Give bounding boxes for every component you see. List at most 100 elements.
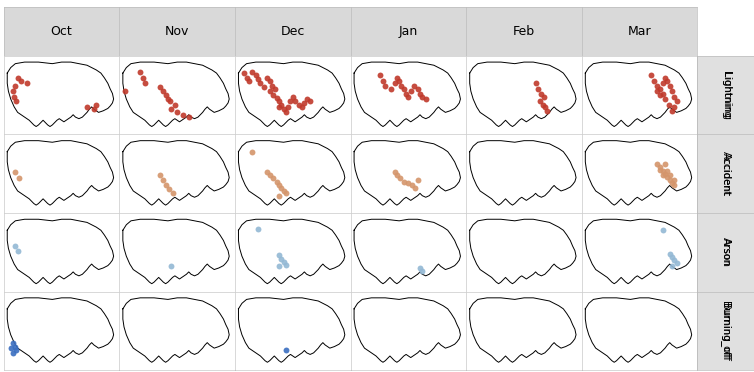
Point (668, 183, 680, 189)
Point (273, 263, 285, 269)
Point (403, 94, 415, 100)
Point (182, 114, 195, 120)
Point (373, 73, 385, 78)
Text: Accident: Accident (721, 151, 731, 196)
Point (534, 99, 546, 105)
Point (264, 172, 276, 178)
Point (15, 78, 27, 84)
Point (165, 263, 177, 269)
Point (275, 102, 287, 108)
Point (88, 106, 100, 112)
Point (243, 78, 255, 84)
Point (535, 90, 547, 96)
Point (273, 104, 285, 110)
Point (659, 161, 671, 167)
Point (657, 172, 669, 178)
Point (651, 88, 663, 94)
Point (393, 78, 405, 84)
Point (666, 88, 678, 94)
Point (9, 169, 21, 175)
Point (264, 78, 276, 84)
Point (277, 106, 290, 112)
Point (280, 109, 292, 115)
Point (273, 99, 285, 105)
Point (167, 190, 179, 196)
Point (284, 99, 296, 105)
Point (391, 75, 403, 81)
Point (158, 88, 170, 94)
Point (659, 75, 671, 81)
Text: Nov: Nov (165, 25, 189, 38)
Point (277, 188, 290, 194)
Point (668, 257, 680, 263)
Point (252, 226, 264, 232)
Point (241, 75, 253, 81)
Point (293, 102, 305, 108)
Point (409, 185, 421, 191)
Point (661, 167, 673, 173)
Point (160, 182, 172, 187)
Text: Burning_off: Burning_off (720, 303, 731, 359)
Point (271, 95, 283, 101)
Point (8, 94, 20, 100)
Point (21, 80, 33, 86)
Point (139, 80, 151, 86)
Point (666, 263, 678, 269)
Point (262, 75, 274, 81)
Point (529, 80, 541, 86)
Point (538, 94, 550, 100)
Point (275, 185, 287, 191)
Point (670, 260, 682, 266)
Point (11, 347, 23, 353)
Point (664, 251, 676, 257)
Point (663, 102, 675, 108)
Point (395, 83, 407, 89)
Text: Feb: Feb (513, 25, 535, 38)
Point (13, 176, 25, 182)
Point (394, 176, 406, 182)
Point (5, 345, 17, 351)
Text: Arson: Arson (721, 238, 731, 266)
Point (532, 86, 544, 92)
Point (269, 86, 281, 92)
Point (651, 83, 663, 89)
Point (666, 108, 678, 114)
Point (654, 167, 667, 173)
Point (267, 92, 279, 98)
Text: Lightning: Lightning (721, 71, 731, 119)
Point (9, 243, 21, 249)
Text: Lightning: Lightning (721, 72, 731, 118)
Point (377, 78, 389, 84)
Point (266, 83, 278, 89)
Point (119, 88, 131, 94)
Point (254, 80, 266, 86)
Point (264, 88, 276, 94)
Text: Arson: Arson (721, 237, 731, 267)
Point (668, 104, 680, 110)
Point (273, 182, 285, 187)
Point (177, 112, 189, 118)
Point (280, 190, 292, 196)
Point (412, 86, 424, 92)
Point (165, 106, 177, 112)
Point (7, 88, 19, 94)
Point (666, 254, 678, 260)
Point (289, 99, 301, 105)
Point (158, 177, 170, 183)
Point (171, 109, 183, 115)
Point (664, 83, 676, 89)
Point (160, 92, 172, 98)
Point (250, 73, 262, 78)
Point (277, 259, 290, 264)
Point (668, 177, 680, 183)
Text: Burning_off: Burning_off (720, 301, 731, 361)
Point (391, 172, 403, 178)
Point (388, 169, 400, 175)
Point (406, 183, 418, 189)
Point (7, 340, 19, 346)
Point (296, 104, 308, 110)
Point (90, 102, 103, 108)
Point (645, 73, 657, 78)
Point (247, 149, 259, 155)
Point (9, 344, 21, 350)
